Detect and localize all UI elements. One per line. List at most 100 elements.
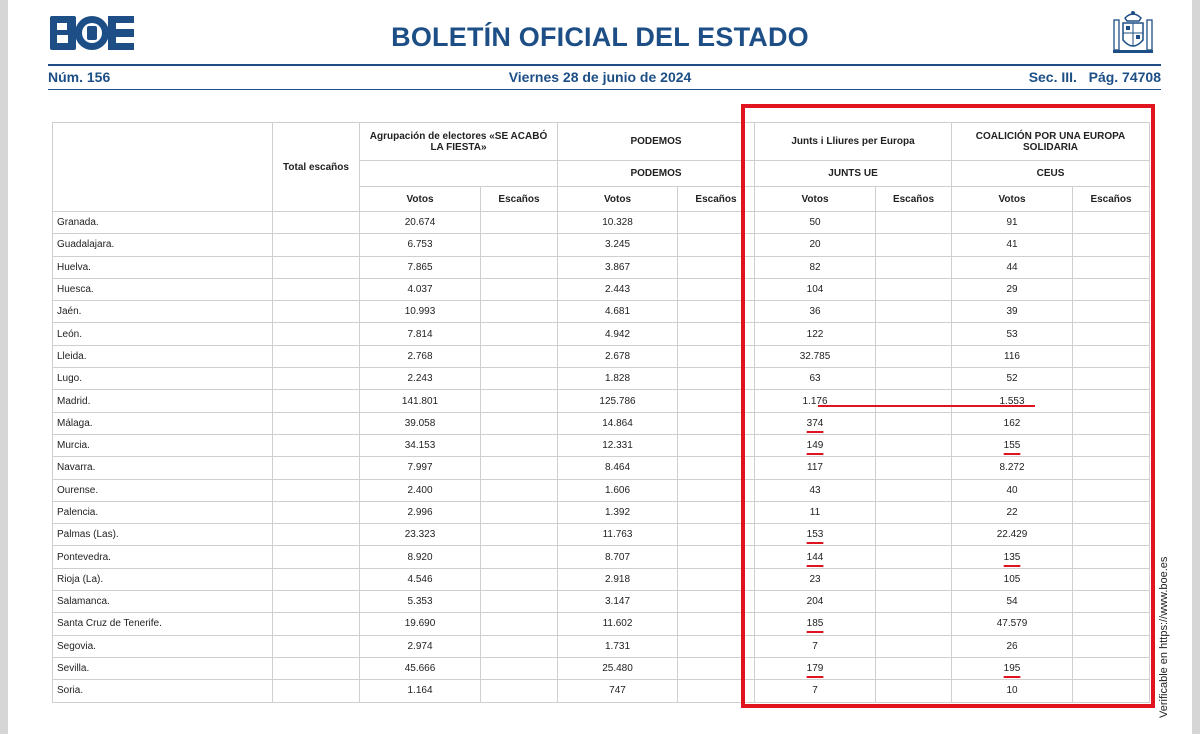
table-row: Segovia. 2.974 1.731 7 26 (52, 634, 1151, 658)
group-subheader-junts: JUNTS UE (753, 160, 953, 187)
podemos-votes-cell: 12.331 (557, 433, 678, 458)
issue-number: Núm. 156 (48, 69, 111, 85)
podemos-votes-cell: 4.942 (557, 322, 678, 346)
junts-votes-cell: 204 (754, 590, 876, 614)
seats-header: Escaños (874, 186, 953, 212)
salf-votes-cell: 2.974 (359, 634, 481, 658)
ceus-seats-cell (1072, 500, 1151, 525)
table-row: Jaén. 10.993 4.681 36 39 (52, 300, 1151, 324)
underlined-value: 374 (806, 417, 824, 429)
junts-seats-cell (874, 545, 953, 569)
province-cell: Palencia. (52, 500, 273, 525)
underlined-value: 144 (806, 551, 824, 563)
province-cell: Santa Cruz de Tenerife. (52, 612, 273, 636)
ceus-seats-cell (1072, 590, 1151, 614)
total-seats-cell (272, 277, 360, 302)
underlined-value: 149 (806, 440, 824, 452)
podemos-votes-cell: 8.464 (557, 456, 678, 480)
podemos-votes-cell: 1.828 (557, 367, 678, 391)
salf-seats-cell (480, 456, 558, 480)
total-seats-cell (272, 255, 360, 279)
total-seats-cell (272, 612, 360, 636)
total-seats-cell (272, 478, 360, 502)
total-seats-cell (272, 433, 360, 458)
podemos-votes-cell: 25.480 (557, 656, 678, 681)
salf-votes-cell: 141.801 (359, 389, 481, 413)
table-row: Rioja (La). 4.546 2.918 23 105 (52, 567, 1151, 592)
province-cell: Palmas (Las). (52, 523, 273, 547)
salf-seats-cell (480, 389, 558, 413)
salf-votes-cell: 10.993 (359, 300, 481, 324)
total-seats-cell (272, 656, 360, 681)
salf-votes-cell: 45.666 (359, 656, 481, 681)
total-seats-cell (272, 545, 360, 569)
ceus-seats-cell (1072, 612, 1151, 636)
podemos-votes-cell: 1.606 (557, 478, 678, 502)
salf-seats-cell (480, 322, 558, 346)
salf-votes-cell: 2.243 (359, 367, 481, 391)
salf-seats-cell (480, 679, 558, 703)
salf-seats-cell (480, 367, 558, 391)
table-row: Málaga. 39.058 14.864 374 162 (52, 411, 1151, 435)
junts-seats-cell (874, 656, 953, 681)
total-seats-cell (272, 500, 360, 525)
salf-votes-cell: 2.996 (359, 500, 481, 525)
ceus-seats-cell (1072, 679, 1151, 703)
province-cell: Madrid. (52, 389, 273, 413)
province-cell: Pontevedra. (52, 545, 273, 569)
salf-seats-cell (480, 344, 558, 369)
podemos-votes-cell: 14.864 (557, 411, 678, 435)
province-cell: Rioja (La). (52, 567, 273, 592)
province-cell: León. (52, 322, 273, 346)
province-cell: Jaén. (52, 300, 273, 324)
salf-votes-cell: 7.865 (359, 255, 481, 279)
province-cell: Ourense. (52, 478, 273, 502)
province-cell: Lleida. (52, 344, 273, 369)
salf-seats-cell (480, 255, 558, 279)
underlined-value: 195 (1003, 663, 1021, 675)
header-rule (48, 64, 1161, 66)
table-row: Huelva. 7.865 3.867 82 44 (52, 255, 1151, 279)
province-cell: Segovia. (52, 634, 273, 658)
salf-seats-cell (480, 478, 558, 502)
podemos-votes-cell: 1.392 (557, 500, 678, 525)
group-header-podemos: PODEMOS (557, 122, 755, 161)
total-seats-header: Total escaños (272, 122, 360, 212)
salf-seats-cell (480, 411, 558, 435)
table-row: Palmas (Las). 23.323 11.763 153 22.429 (52, 523, 1151, 547)
table-row: Murcia. 34.153 12.331 149 155 (52, 433, 1151, 458)
salf-seats-cell (480, 634, 558, 658)
underlined-value: 179 (806, 663, 824, 675)
salf-seats-cell (480, 277, 558, 302)
total-seats-cell (272, 567, 360, 592)
podemos-votes-cell: 2.678 (557, 344, 678, 369)
underlined-value: 155 (1003, 440, 1021, 452)
podemos-votes-cell: 10.328 (557, 210, 678, 235)
salf-votes-cell: 1.164 (359, 679, 481, 703)
junts-seats-cell (874, 523, 953, 547)
total-seats-cell (272, 389, 360, 413)
podemos-votes-cell: 2.918 (557, 567, 678, 592)
group-subheader-ceus: CEUS (951, 160, 1151, 187)
province-cell: Salamanca. (52, 590, 273, 614)
ceus-votes-cell: 26 (951, 634, 1074, 658)
salf-votes-cell: 7.997 (359, 456, 481, 480)
province-cell: Granada. (52, 210, 273, 235)
ceus-seats-cell (1072, 567, 1151, 592)
total-seats-cell (272, 210, 360, 235)
salf-seats-cell (480, 590, 558, 614)
salf-seats-cell (480, 500, 558, 525)
coat-of-arms-icon (1113, 11, 1153, 53)
salf-votes-cell: 4.037 (359, 277, 481, 302)
ceus-seats-cell (1072, 634, 1151, 658)
podemos-votes-cell: 747 (557, 679, 678, 703)
total-seats-cell (272, 367, 360, 391)
group-header-junts: Junts i Lliures per Europa (753, 122, 953, 161)
province-cell: Murcia. (52, 433, 273, 458)
salf-votes-cell: 6.753 (359, 233, 481, 257)
table-row: Navarra. 7.997 8.464 117 8.272 (52, 456, 1151, 480)
issue-date: Viernes 28 de junio de 2024 (508, 69, 692, 85)
salf-seats-cell (480, 233, 558, 257)
province-cell: Málaga. (52, 411, 273, 435)
ceus-seats-cell (1072, 545, 1151, 569)
